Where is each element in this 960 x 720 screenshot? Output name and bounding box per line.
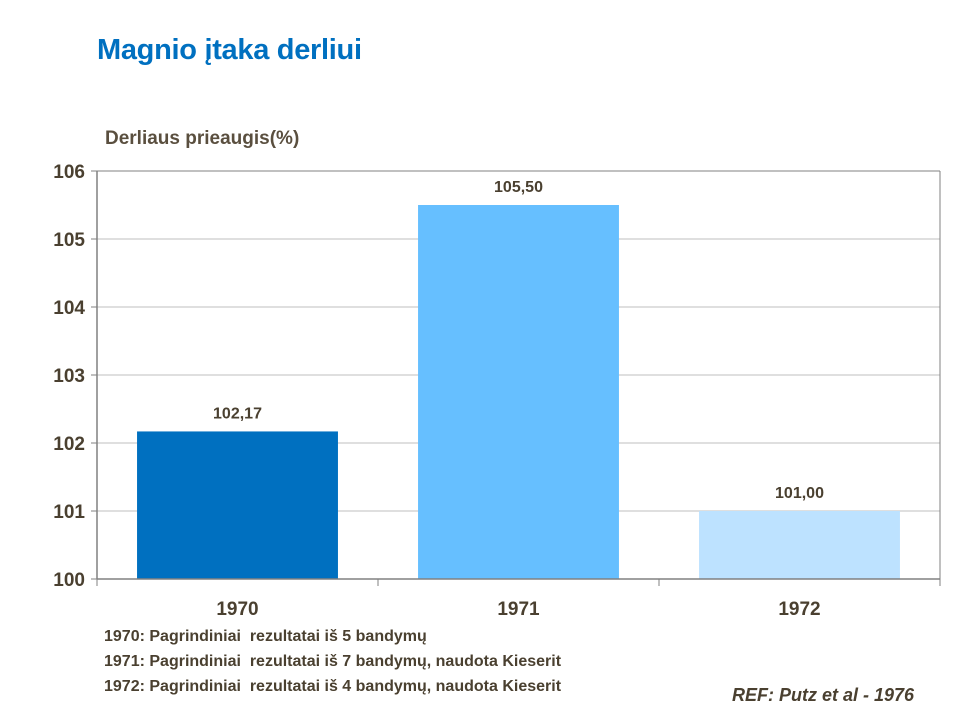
- y-tick-label-106: 106: [53, 162, 85, 183]
- axes: [91, 170, 941, 586]
- page-title: Magnio įtaka derliui: [97, 34, 362, 66]
- bar-1972: [699, 511, 900, 579]
- footnote-1972: 1972: Pagrindiniai rezultatai iš 4 bandy…: [104, 678, 562, 695]
- y-tick-label-104: 104: [53, 298, 85, 319]
- x-tick-label-1972: 1972: [778, 599, 820, 620]
- bars: [137, 205, 900, 579]
- x-tick-label-1971: 1971: [497, 599, 540, 620]
- bar-1971: [418, 205, 619, 579]
- y-tick-label-102: 102: [53, 434, 85, 455]
- reference-note: REF: Putz et al - 1976: [732, 685, 915, 705]
- y-axis-label: Derliaus prieaugis(%): [105, 128, 300, 149]
- bar-1970: [137, 431, 338, 579]
- y-tick-label-101: 101: [53, 502, 85, 523]
- y-tick-label-103: 103: [53, 366, 85, 387]
- y-tick-label-100: 100: [53, 570, 85, 591]
- x-tick-label-1970: 1970: [216, 599, 258, 620]
- y-tick-label-105: 105: [53, 230, 85, 251]
- data-label-1971: 105,50: [494, 179, 543, 196]
- footnote-1971: 1971: Pagrindiniai rezultatai iš 7 bandy…: [104, 653, 562, 670]
- footnote-1970: 1970: Pagrindiniai rezultatai iš 5 bandy…: [104, 628, 427, 645]
- footnotes: 1970: Pagrindiniai rezultatai iš 5 bandy…: [104, 624, 561, 699]
- labels: 100 101 102 103 104 105 106 102,17 1970 105,50 197…: [53, 162, 824, 620]
- data-label-1970: 102,17: [213, 405, 262, 422]
- data-label-1972: 101,00: [775, 485, 824, 502]
